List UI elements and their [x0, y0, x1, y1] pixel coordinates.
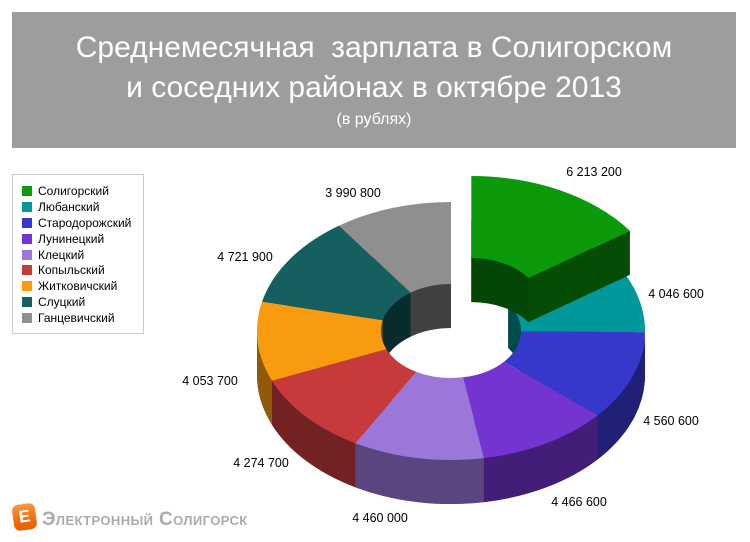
slice-outer-wall-Копыльский	[272, 380, 356, 488]
slice-inner-wall-Солигорский	[471, 258, 529, 322]
value-label-Стародорожский: 4 560 600	[643, 414, 699, 428]
slice-top-Солигорский	[471, 176, 630, 278]
legend-item-Солигорский: Солигорский	[22, 183, 143, 199]
slice-top-Стародорожский	[504, 331, 645, 416]
legend-swatch-icon	[22, 233, 32, 244]
legend-swatch-icon	[22, 297, 32, 308]
slice-top-Ганцевичский	[339, 202, 451, 293]
legend-item-Стародорожский: Стародорожский	[22, 215, 143, 231]
value-label-Лунинецкий: 4 466 600	[551, 495, 607, 509]
legend-item-Любанский: Любанский	[22, 199, 143, 215]
value-label-Любанский: 4 046 600	[648, 287, 704, 301]
value-label-Ганцевичский: 3 990 800	[325, 186, 381, 200]
legend-box: Солигорский Любанский Стародорожский Лунине…	[12, 174, 144, 334]
legend-item-Житковичский: Житковичский	[22, 278, 143, 294]
legend-item-Клецкий: Клецкий	[22, 247, 143, 263]
slice-outer-wall-Стародорожский	[597, 332, 645, 460]
legend-item-Копыльский: Копыльский	[22, 262, 143, 278]
legend-swatch-icon	[22, 313, 32, 324]
legend-item-Лунинецкий: Лунинецкий	[22, 231, 143, 247]
legend-item-Ганцевичский: Ганцевичский	[22, 310, 143, 326]
legend-swatch-icon	[22, 265, 32, 276]
slice-cut-face-Солигорский	[528, 230, 630, 322]
legend-label: Слуцкий	[38, 295, 86, 310]
legend-label: Ганцевичский	[38, 311, 115, 326]
brand-logo-icon: E	[11, 502, 38, 532]
legend-swatch-icon	[22, 185, 32, 196]
value-label-Копыльский: 4 274 700	[233, 456, 289, 470]
value-label-Житковичский: 4 053 700	[182, 374, 238, 388]
chart-title-subtitle: (в рублях)	[336, 111, 412, 128]
brand-text: Электронный Солигорск	[42, 509, 248, 530]
slice-inner-wall-Слуцкий	[382, 292, 411, 365]
title-banner: Среднемесячная зарплата в Солигорском и …	[12, 12, 736, 148]
slice-top-Житковичский	[256, 301, 387, 381]
slice-outer-wall-Лунинецкий	[483, 415, 598, 503]
slice-inner-wall-Ганцевичский	[410, 284, 451, 337]
slice-top-Копыльский	[272, 349, 417, 444]
legend-label: Лунинецкий	[38, 231, 105, 246]
slice-outer-wall-Житковичский	[257, 331, 272, 425]
legend-label: Клецкий	[38, 247, 85, 262]
legend-label: Любанский	[38, 199, 100, 214]
slice-top-Слуцкий	[262, 225, 411, 321]
chart-title-line-1: Среднемесячная зарплата в Солигорском	[75, 31, 673, 64]
slice-outer-wall-Клецкий	[355, 443, 484, 504]
legend-swatch-icon	[22, 249, 32, 260]
legend-item-Слуцкий: Слуцкий	[22, 294, 143, 310]
slice-top-Лунинецкий	[462, 361, 598, 459]
value-label-Клецкий: 4 460 000	[352, 511, 408, 525]
chart-title-line-2: и соседних районах в октябре 2013	[126, 71, 622, 104]
value-label-Солигорский: 6 213 200	[566, 165, 622, 179]
legend-swatch-icon	[22, 201, 32, 212]
legend-swatch-icon	[22, 217, 32, 228]
legend-swatch-icon	[22, 281, 32, 292]
slice-top-Клецкий	[355, 371, 484, 460]
legend-label: Солигорский	[38, 183, 109, 198]
legend-label: Стародорожский	[38, 215, 132, 230]
legend-label: Житковичский	[38, 279, 118, 294]
legend-label: Копыльский	[38, 263, 105, 278]
value-label-Слуцкий: 4 721 900	[217, 250, 273, 264]
